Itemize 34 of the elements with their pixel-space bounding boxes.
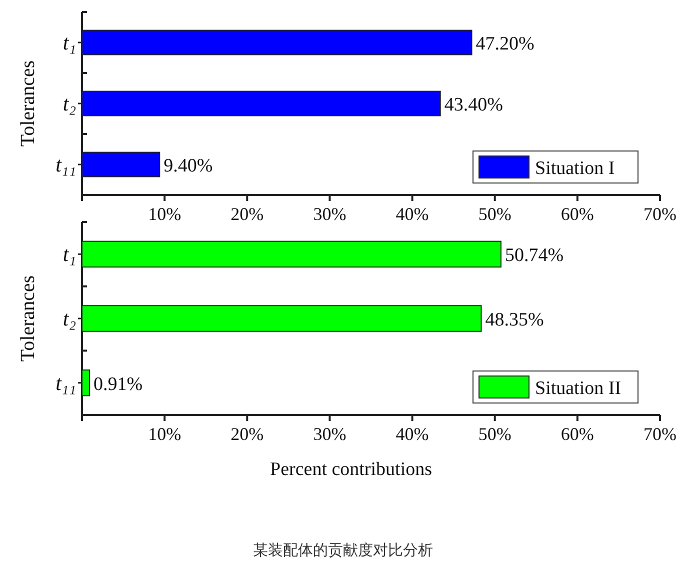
legend: Situation I bbox=[472, 150, 638, 184]
x-tick-label: 30% bbox=[313, 204, 346, 224]
data-label: 0.91% bbox=[94, 374, 143, 395]
x-tick-label: 60% bbox=[560, 204, 594, 224]
legend: Situation II bbox=[472, 370, 638, 404]
legend-label: Situation II bbox=[535, 378, 622, 399]
data-label: 48.35% bbox=[485, 310, 544, 330]
y-tick-label: t₁₁ bbox=[56, 370, 76, 395]
x-axis-title: Percent contributions bbox=[270, 459, 432, 480]
data-label: 9.40% bbox=[164, 156, 213, 176]
y-tick-label: t₂ bbox=[62, 306, 76, 330]
x-tick-label: 50% bbox=[478, 204, 512, 224]
x-tick-label: 30% bbox=[313, 424, 346, 444]
text: 某装配体的贡献度对比分析 bbox=[253, 541, 433, 559]
legend-label: Situation I bbox=[535, 158, 615, 179]
x-tick-label: 70% bbox=[644, 424, 676, 444]
y-tick-label: t₁ bbox=[62, 242, 76, 266]
x-tick-label: 70% bbox=[644, 204, 676, 224]
y-axis-title: Tolerances bbox=[17, 275, 39, 362]
x-tick-label: 40% bbox=[396, 204, 429, 224]
x-tick-label: 40% bbox=[396, 424, 429, 444]
y-tick-label: t₂ bbox=[62, 92, 76, 116]
x-tick-label: 60% bbox=[560, 424, 594, 444]
x-tick-label: 20% bbox=[230, 424, 264, 444]
y-tick-label: t₁ bbox=[62, 30, 76, 54]
data-label: 43.40% bbox=[444, 94, 504, 116]
x-tick-label: 10% bbox=[148, 424, 182, 444]
x-tick-label: 50% bbox=[478, 424, 512, 444]
x-tick-label: 10% bbox=[148, 204, 182, 224]
y-tick-label: t₁₁ bbox=[56, 152, 76, 176]
data-label: 47.20% bbox=[476, 34, 534, 54]
y-axis-title: Tolerances bbox=[17, 60, 39, 147]
data-label: 50.74% bbox=[504, 245, 564, 266]
x-tick-label: 20% bbox=[230, 204, 264, 224]
